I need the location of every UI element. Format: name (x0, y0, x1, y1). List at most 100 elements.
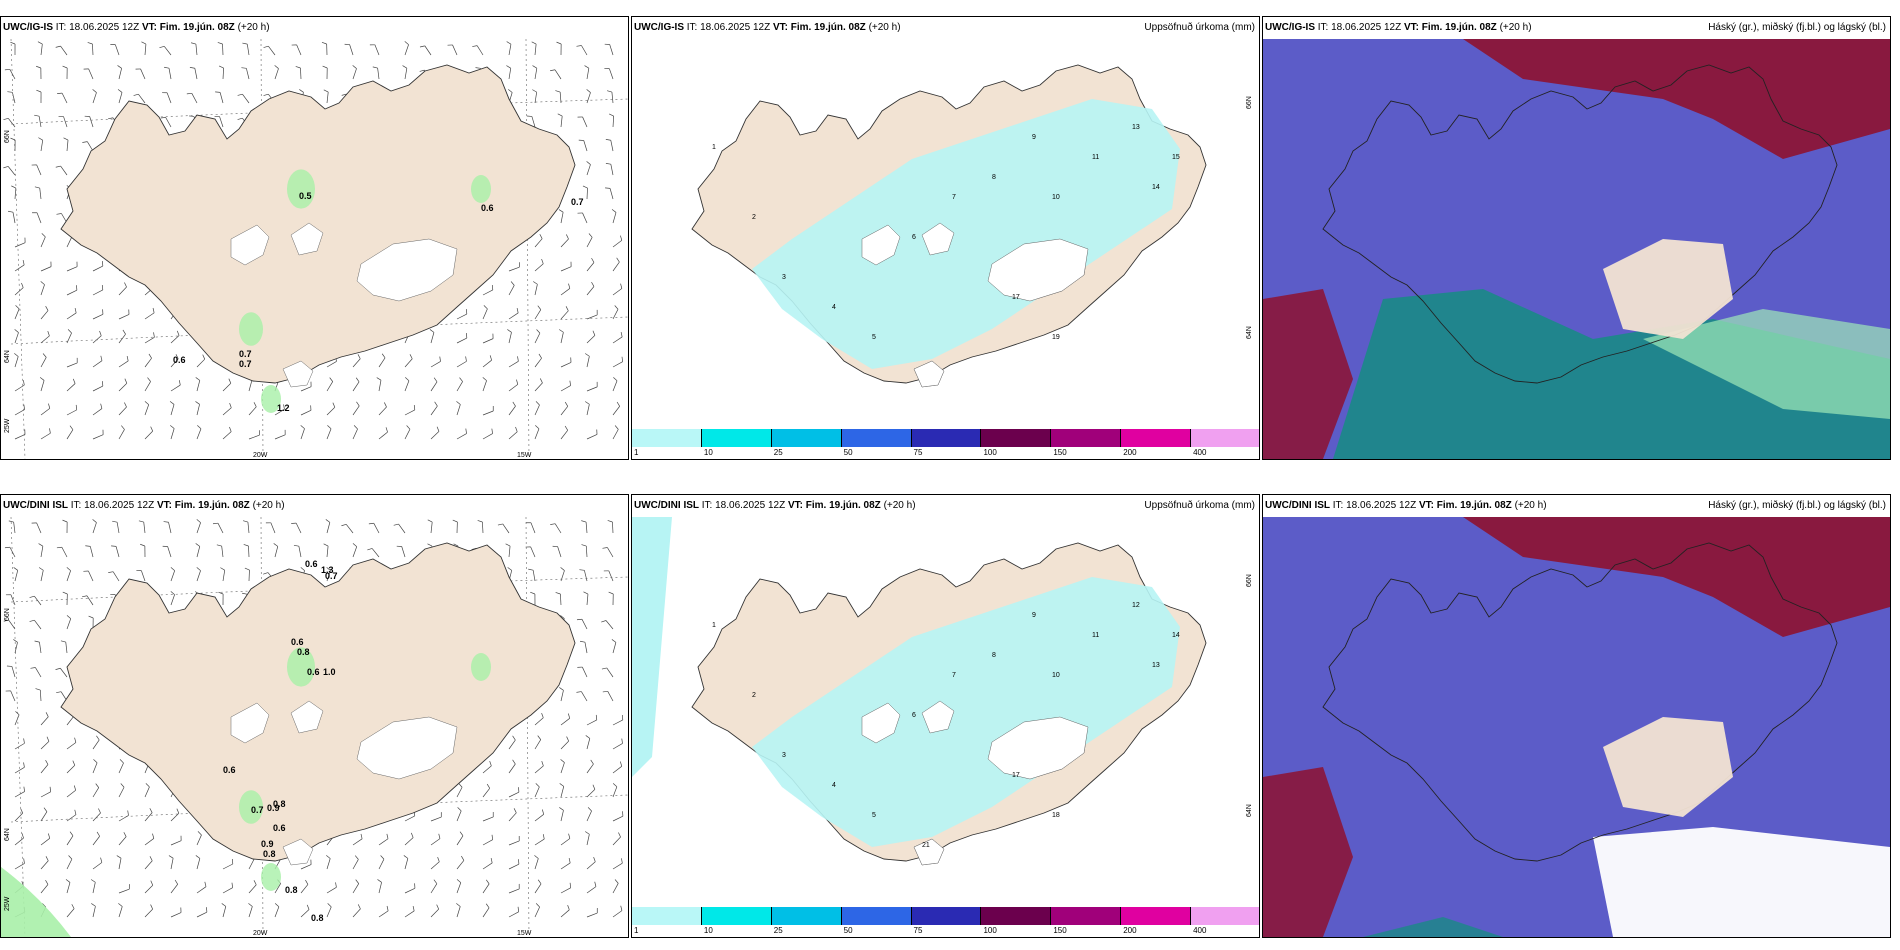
wind-value-label: 0.8 (297, 647, 310, 657)
colorbar-label: 10 (703, 448, 713, 457)
lead-time: (+20 h) (1514, 500, 1547, 511)
precip-value-label: 3 (782, 752, 786, 759)
vt-label: VT: (1403, 22, 1419, 33)
precip-value-label: 9 (1032, 612, 1036, 619)
it-value: 18.06.2025 12Z (84, 500, 155, 511)
vt-label: VT: (1418, 500, 1434, 511)
colorbar-cell (841, 429, 912, 447)
wind-value-label: 0.6 (307, 667, 320, 677)
panel-igis-precip: UWC/IG-IS IT: 18.06.2025 12Z VT: Fim. 19… (631, 16, 1260, 460)
axis-tick-label: 66N (4, 130, 11, 143)
wind-value-label: 0.7 (239, 359, 252, 369)
precip-value-label: 17 (1012, 294, 1020, 301)
vt-label: VT: (141, 22, 157, 33)
axis-tick-label: 25W (4, 896, 11, 911)
wind-value-label: 0.9 (261, 839, 274, 849)
it-label: IT: (1332, 500, 1344, 511)
precip-value-label: 7 (952, 194, 956, 201)
colorbar-label: 100 (983, 926, 997, 935)
panel-title-right: Háský (gr.), miðský (fj.bl.) og lágský (… (1708, 500, 1886, 511)
precip-value-label: 6 (912, 712, 916, 719)
colorbar-label: 25 (773, 926, 783, 935)
axis-tick-label: 20W (253, 452, 268, 459)
it-value: 18.06.2025 12Z (1346, 500, 1417, 511)
precip-value-label: 4 (832, 782, 836, 789)
model-name: UWC/DINI ISL (634, 500, 699, 511)
colorbar-cell (1051, 907, 1122, 925)
precip-value-label: 14 (1172, 632, 1180, 639)
precip-value-label: 8 (992, 652, 996, 659)
cloud-map (1263, 517, 1890, 937)
axis-tick-label: 66N (1246, 574, 1253, 587)
colorbar-cell (701, 907, 772, 925)
wind-value-label: 0.8 (311, 913, 324, 923)
precip-colorbar: 1 10 25 50 75 100 150 200 400 (632, 429, 1259, 459)
colorbar-label: 1 (634, 448, 639, 457)
wind-value-label: 1.0 (323, 667, 336, 677)
it-label: IT: (701, 500, 713, 511)
model-name: UWC/DINI ISL (3, 500, 68, 511)
panel-title-right: Uppsöfnuð úrkoma (mm) (1144, 500, 1255, 511)
precip-value-label: 13 (1152, 662, 1160, 669)
precip-value-label: 5 (872, 812, 876, 819)
colorbar-cell (911, 907, 982, 925)
it-value: 18.06.2025 12Z (715, 500, 786, 511)
precip-value-label: 6 (912, 234, 916, 241)
lead-time: (+20 h) (237, 22, 270, 33)
wind-value-label: 0.6 (481, 203, 494, 213)
wind-value-label: 0.6 (273, 823, 286, 833)
precip-value-label: 1 (712, 144, 716, 151)
colorbar-label: 75 (913, 926, 923, 935)
vt-value: Fim. 19.jún. 08Z (790, 22, 866, 33)
vt-value: Fim. 19.jún. 08Z (805, 500, 881, 511)
precip-value-label: 7 (952, 672, 956, 679)
colorbar-label: 400 (1193, 448, 1207, 457)
colorbar-label: 150 (1053, 926, 1067, 935)
wind-value-label: 0.7 (251, 805, 264, 815)
colorbar-cell (701, 429, 772, 447)
lead-time: (+20 h) (868, 22, 901, 33)
axis-tick-label: 15W (517, 930, 532, 937)
wind-value-label: 0.8 (273, 799, 286, 809)
wind-value-label: 0.6 (305, 559, 318, 569)
colorbar-cell (1191, 907, 1259, 925)
colorbar-label: 400 (1193, 926, 1207, 935)
precip-value-label: 13 (1132, 124, 1140, 131)
axis-tick-label: 66N (1246, 96, 1253, 109)
panel-title-right: Uppsöfnuð úrkoma (mm) (1144, 22, 1255, 33)
wind-value-label: 0.6 (291, 637, 304, 647)
axis-tick-label: 20W (253, 930, 268, 937)
colorbar-label: 150 (1053, 448, 1067, 457)
precip-value-label: 11 (1092, 154, 1099, 161)
colorbar-cell (1051, 429, 1122, 447)
it-label: IT: (55, 22, 67, 33)
panel-header: UWC/IG-IS IT: 18.06.2025 12Z VT: Fim. 19… (1263, 17, 1890, 39)
panel-header: UWC/DINI ISL IT: 18.06.2025 12Z VT: Fim.… (632, 495, 1259, 517)
panel-igis-wind: UWC/IG-IS IT: 18.06.2025 12Z VT: Fim. 19… (0, 16, 629, 460)
it-value: 18.06.2025 12Z (1331, 22, 1402, 33)
axis-tick-label: 64N (4, 350, 11, 363)
colorbar-cell (841, 907, 912, 925)
panel-header: UWC/DINI ISL IT: 18.06.2025 12Z VT: Fim.… (1, 495, 628, 517)
precip-value-label: 2 (752, 692, 756, 699)
wind-value-label: 0.7 (325, 571, 338, 581)
vt-label: VT: (156, 500, 172, 511)
wind-value-label: 0.6 (173, 355, 186, 365)
precip-value-label: 1 (712, 622, 716, 629)
colorbar-label: 50 (843, 926, 853, 935)
panel-dini-cloud: UWC/DINI ISL IT: 18.06.2025 12Z VT: Fim.… (1262, 494, 1891, 938)
colorbar-label: 25 (773, 448, 783, 457)
model-name: UWC/IG-IS (634, 22, 684, 33)
wind-value-label: 1.3 (321, 565, 334, 575)
model-name: UWC/DINI ISL (1265, 500, 1330, 511)
precip-map: 1 2 3 4 5 6 7 8 9 10 11 13 14 15 17 19 66N 64N (632, 39, 1259, 433)
panel-header: UWC/IG-IS IT: 18.06.2025 12Z VT: Fim. 19… (632, 17, 1259, 39)
wind-value-label: 0.8 (285, 885, 298, 895)
colorbar-label: 100 (983, 448, 997, 457)
lead-time: (+20 h) (1499, 22, 1532, 33)
it-label: IT: (70, 500, 82, 511)
axis-tick-label: 64N (1246, 326, 1253, 339)
wind-value-label: 0.6 (223, 765, 236, 775)
vt-value: Fim. 19.jún. 08Z (174, 500, 250, 511)
colorbar-label: 200 (1123, 926, 1137, 935)
